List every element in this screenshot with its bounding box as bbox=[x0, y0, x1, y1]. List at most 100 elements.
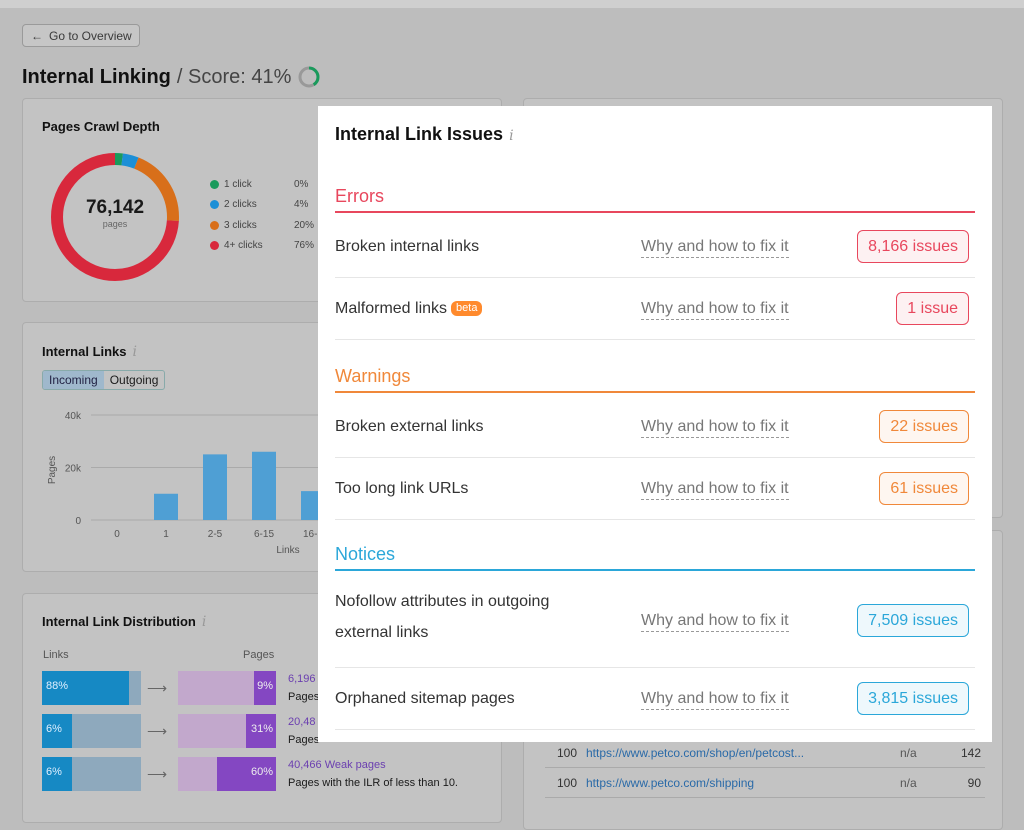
issue-name-text: Orphaned sitemap pages bbox=[335, 690, 515, 707]
legend-dot bbox=[210, 220, 219, 230]
pages-link[interactable]: 6,196 bbox=[288, 673, 316, 685]
links-bar: 6% bbox=[42, 714, 141, 748]
back-label: Go to Overview bbox=[49, 28, 132, 43]
row-text: 40,466 Weak pages Pages with the ILR of l… bbox=[288, 756, 458, 792]
issue-row: Broken external links Why and how to fix… bbox=[335, 396, 975, 458]
na-cell: n/a bbox=[900, 776, 917, 790]
distribution-row: 6% ⟶ 60% 40,466 Weak pages Pages with the… bbox=[42, 757, 502, 791]
why-fix-link[interactable]: Why and how to fix it bbox=[641, 689, 789, 710]
url-link[interactable]: https://www.petco.com/shop/en/petcost... bbox=[586, 746, 805, 760]
issue-row: Malformed links beta Why and how to fix i… bbox=[335, 278, 975, 340]
go-to-overview-button[interactable]: ← Go to Overview bbox=[22, 24, 140, 47]
y-axis-label: Pages bbox=[47, 456, 58, 484]
count-cell: 142 bbox=[960, 746, 981, 760]
issue-row: Nofollow attributes in outgoing external … bbox=[335, 574, 975, 668]
legend-label: 3 clicks bbox=[224, 219, 257, 231]
top-strip bbox=[0, 0, 1024, 8]
issue-name: Too long link URLs bbox=[335, 473, 468, 504]
row-desc: Pages bbox=[288, 691, 320, 703]
legend-pct: 4% bbox=[294, 199, 309, 211]
x-axis-label: Links bbox=[276, 545, 299, 553]
why-fix-link[interactable]: Why and how to fix it bbox=[641, 237, 789, 258]
why-fix-link[interactable]: Why and how to fix it bbox=[641, 299, 789, 320]
legend-label: 4+ clicks bbox=[224, 240, 263, 252]
x-tick: 6-15 bbox=[254, 529, 274, 540]
score-text: / Score: 41% bbox=[176, 65, 292, 88]
legend-pct: 0% bbox=[294, 178, 309, 190]
title-text: Internal Link Issues bbox=[335, 124, 504, 144]
info-icon[interactable]: i bbox=[201, 614, 207, 630]
legend-item: 4+ clicks 76% bbox=[210, 236, 320, 257]
why-fix-link[interactable]: Why and how to fix it bbox=[641, 417, 789, 438]
modal-title: Internal Link Issues i bbox=[335, 124, 514, 145]
why-fix-link[interactable]: Why and how to fix it bbox=[641, 479, 789, 500]
bar bbox=[203, 454, 227, 520]
issue-name-text-2: external links bbox=[335, 624, 429, 641]
legend-dot bbox=[210, 200, 219, 210]
issue-name-text: Broken internal links bbox=[335, 238, 480, 255]
issues-count-button[interactable]: 61 issues bbox=[879, 472, 969, 505]
distribution-row: 88% ⟶ 9% 6,196 Pages bbox=[42, 671, 502, 705]
donut-slice bbox=[51, 153, 179, 281]
bar bbox=[252, 451, 276, 520]
pages-bar-fill: 9% bbox=[254, 671, 276, 705]
title-text: Internal Link Distribution bbox=[42, 614, 196, 629]
card-title: Internal Links i bbox=[42, 344, 137, 360]
title-text: Internal Links bbox=[42, 344, 127, 359]
issue-name: Broken internal links bbox=[335, 231, 479, 262]
legend-dot bbox=[210, 241, 219, 251]
legend-pct: 20% bbox=[294, 219, 315, 231]
pages-bar: 31% bbox=[178, 714, 276, 748]
score-cell: 100 bbox=[557, 776, 578, 790]
url-link[interactable]: https://www.petco.com/shipping bbox=[586, 776, 755, 790]
title-text: Internal Linking bbox=[22, 65, 171, 88]
x-tick: 16-5 bbox=[303, 529, 323, 540]
na-cell: n/a bbox=[900, 746, 917, 760]
issues-count-button[interactable]: 3,815 issues bbox=[857, 682, 969, 715]
direction-toggle: Incoming Outgoing bbox=[42, 370, 166, 390]
links-bar: 6% bbox=[42, 757, 141, 791]
internal-link-issues-modal: Internal Link Issues i Errors Broken inte… bbox=[318, 106, 992, 742]
legend-dot bbox=[210, 179, 219, 189]
table-row: 100 https://www.petco.com/shop/en/petcost… bbox=[545, 738, 985, 768]
tab-outgoing[interactable]: Outgoing bbox=[109, 373, 159, 387]
issue-name-text: Malformed links bbox=[335, 300, 448, 317]
issue-name-text: Too long link URLs bbox=[335, 480, 469, 497]
table-row: 100 https://www.petco.com/shipping n/a 90 bbox=[545, 768, 985, 798]
links-bar-fill: 6% bbox=[42, 757, 72, 791]
arrow-left-icon: ← bbox=[31, 28, 43, 43]
donut-slice bbox=[51, 153, 179, 281]
score-cell: 100 bbox=[557, 746, 578, 760]
links-bar-fill: 88% bbox=[42, 671, 130, 705]
issue-name: Malformed links beta bbox=[335, 293, 483, 324]
x-tick: 0 bbox=[114, 529, 120, 540]
count-cell: 90 bbox=[967, 776, 981, 790]
pages-link[interactable]: 20,48 bbox=[288, 716, 316, 728]
issue-name: Nofollow attributes in outgoing external … bbox=[335, 586, 549, 648]
legend-item: 1 click 0% bbox=[210, 174, 320, 195]
links-bar: 88% bbox=[42, 671, 141, 705]
legend-item: 2 clicks 4% bbox=[210, 195, 320, 216]
arrow-right-icon: ⟶ bbox=[147, 723, 168, 739]
issues-count-button[interactable]: 7,509 issues bbox=[857, 604, 969, 637]
info-icon[interactable]: i bbox=[509, 128, 514, 144]
row-desc: Pages bbox=[288, 734, 320, 746]
bar bbox=[154, 493, 178, 520]
issue-name: Orphaned sitemap pages bbox=[335, 683, 515, 714]
y-tick: 40k bbox=[65, 411, 82, 422]
tab-incoming[interactable]: Incoming bbox=[43, 371, 104, 389]
issue-row: Broken internal links Why and how to fix… bbox=[335, 216, 975, 278]
issues-count-button[interactable]: 1 issue bbox=[896, 292, 969, 325]
total-label: pages bbox=[102, 219, 128, 229]
section-errors: Errors bbox=[335, 186, 975, 213]
why-fix-link[interactable]: Why and how to fix it bbox=[641, 611, 789, 632]
pages-bar: 9% bbox=[178, 671, 276, 705]
pages-link[interactable]: 40,466 Weak pages bbox=[288, 759, 386, 771]
legend-item: 3 clicks 20% bbox=[210, 215, 320, 236]
issues-count-button[interactable]: 8,166 issues bbox=[857, 230, 969, 263]
section-warnings: Warnings bbox=[335, 366, 975, 393]
pages-header: Pages bbox=[243, 649, 275, 661]
y-tick: 20k bbox=[65, 464, 82, 475]
issues-count-button[interactable]: 22 issues bbox=[879, 410, 969, 443]
info-icon[interactable]: i bbox=[132, 344, 138, 360]
